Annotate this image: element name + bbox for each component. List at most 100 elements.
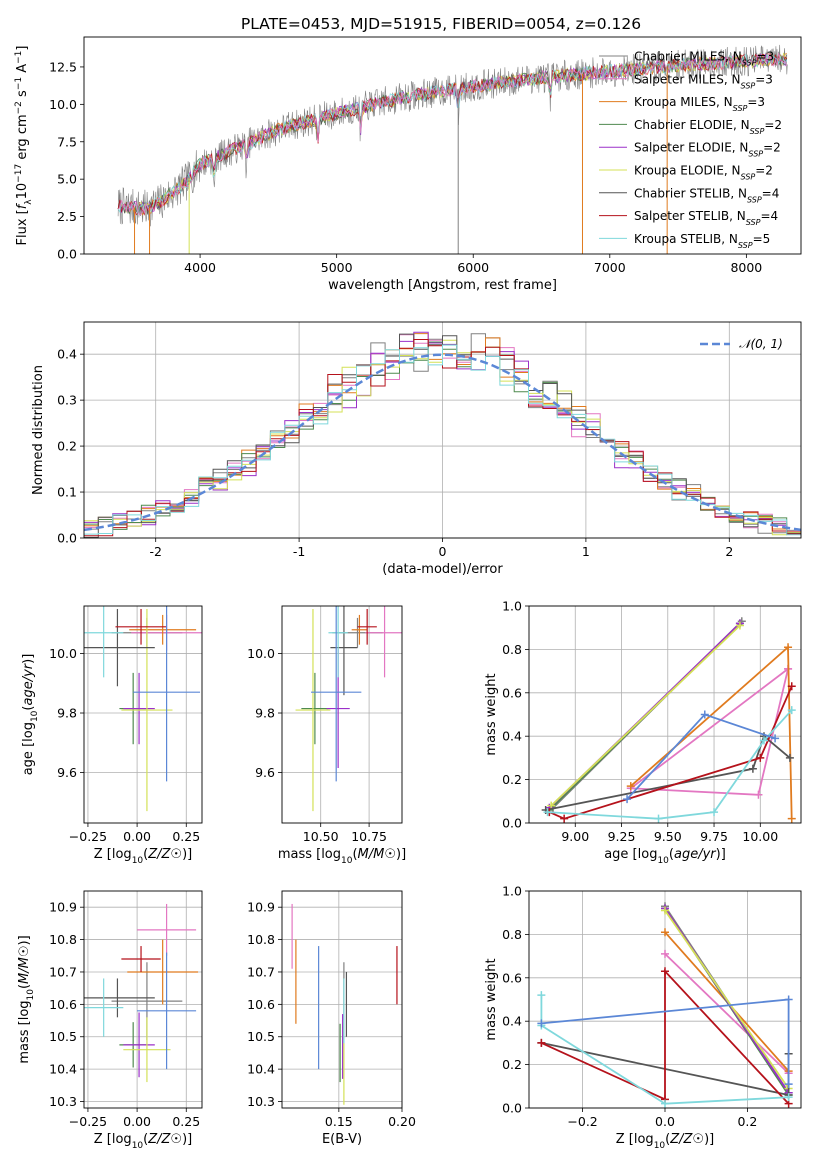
x-tick-label: 10.00: [742, 829, 778, 844]
x-tick-label: 0.00: [123, 829, 151, 844]
axes-frame: [281, 605, 403, 824]
x-tick-label: −0.25: [69, 829, 107, 844]
weight-marker: [626, 782, 635, 791]
y-tick-label: 0.2: [502, 772, 522, 787]
y-axis-label: Normed distribution: [31, 365, 46, 495]
y-tick-label: 10.3: [49, 1094, 77, 1109]
x-axis-label: Z [log10(Z/Z☉)]: [94, 1132, 192, 1151]
legend-entry: Salpeter MILES, NSSP=3: [634, 72, 773, 90]
spectrum-model-1: [117, 53, 788, 216]
x-tick-label: 0.25: [172, 1114, 200, 1129]
weight-marker: [654, 814, 663, 823]
x-tick-label: 5000: [321, 260, 353, 275]
weight-vs-Z-panel: −0.2 0.0 0.2 0.0 0.2 0.4 0.6 0.8 1.0 Z [log10(Z/Z…: [484, 884, 802, 1151]
axes-frame: [528, 605, 802, 824]
spectrum-model-7: [117, 53, 788, 216]
x-tick-label: 0.0: [655, 1114, 675, 1129]
y-tick-label: 0.6: [502, 970, 522, 985]
weight-marker: [623, 795, 632, 804]
axes-frame: [83, 321, 802, 539]
y-tick-label: 10.7: [49, 964, 77, 979]
weight-marker: [543, 808, 552, 817]
age-vs-Z-panel: −0.25 0.00 0.25 9.6 9.8 10.0 Z [log10(Z/Z☉)] ag…: [21, 605, 203, 866]
y-tick-label: 9.6: [57, 765, 77, 780]
y-tick-label: 9.8: [255, 706, 275, 721]
weight-line: [664, 953, 790, 1074]
y-tick-label: 0.1: [57, 485, 77, 500]
legend-entry: Kroupa MILES, NSSP=3: [634, 95, 765, 113]
x-tick-label: 9.75: [700, 829, 728, 844]
x-tick-label: 6000: [457, 260, 489, 275]
legend-entry: Chabrier STELIB, NSSP=4: [634, 186, 779, 204]
x-tick-label: 0.15: [325, 1114, 353, 1129]
axes-frame: [83, 36, 802, 255]
x-tick-label: 7000: [594, 260, 626, 275]
axes-frame: [528, 890, 802, 1109]
y-tick-label: 10.3: [247, 1094, 275, 1109]
legend-entry: Salpeter STELIB, NSSP=4: [634, 209, 778, 227]
histogram-6: [84, 333, 801, 538]
x-tick-label: 2: [725, 544, 733, 559]
y-tick-label: 0.4: [502, 729, 522, 744]
y-tick-label: 0.0: [57, 247, 77, 262]
x-tick-label: 0.20: [388, 1114, 416, 1129]
x-tick-label: 10.75: [351, 829, 387, 844]
weight-marker: [661, 1099, 669, 1108]
histogram-7: [84, 339, 801, 537]
weight-marker: [661, 949, 669, 958]
y-tick-label: 10.9: [247, 900, 275, 915]
spectrum-model-8: [117, 53, 788, 214]
weight-marker: [537, 991, 546, 1000]
x-tick-label: 9.50: [654, 829, 682, 844]
x-tick-label: −0.2: [567, 1114, 597, 1129]
errorbars: [295, 606, 402, 812]
weight-marker: [785, 753, 794, 762]
weight-lines: [537, 902, 793, 1108]
y-tick-label: 9.6: [255, 765, 275, 780]
weight-marker: [784, 1080, 793, 1089]
y-tick-label: 0.0: [502, 816, 522, 831]
weight-line: [664, 909, 790, 1090]
histogram-8: [84, 344, 801, 536]
weight-line: [550, 624, 741, 807]
spectrum-model-6: [117, 52, 788, 215]
histogram-traces: [84, 331, 801, 538]
weight-marker: [787, 682, 796, 691]
weight-lines: [541, 617, 796, 823]
y-tick-label: 0.0: [57, 531, 77, 546]
x-tick-label: -1: [293, 544, 305, 559]
weight-marker: [756, 753, 765, 762]
weight-marker: [560, 814, 569, 823]
x-tick-label: 4000: [184, 260, 216, 275]
y-axis-label: mass weight: [484, 673, 499, 755]
y-tick-label: 10.5: [247, 1029, 275, 1044]
y-tick-label: 0.0: [502, 1101, 522, 1116]
x-axis-label: age [log10(age/yr)]: [604, 847, 726, 866]
weight-vs-age-panel: 9.00 9.25 9.50 9.75 10.00 0.0 0.2 0.4 0.6 0.8 1.0 a…: [484, 599, 802, 866]
figure-title: PLATE=0453, MJD=51915, FIBERID=0054, z=0…: [241, 15, 641, 33]
x-tick-label: 9.25: [608, 829, 636, 844]
weight-marker: [661, 906, 669, 915]
weight-marker: [748, 764, 757, 773]
legend-entry: Kroupa ELODIE, NSSP=2: [634, 164, 773, 182]
weight-marker: [735, 621, 744, 630]
weight-line: [549, 685, 793, 820]
axes-frame: [83, 605, 203, 824]
weight-marker: [700, 710, 709, 719]
x-tick-label: 1: [582, 544, 590, 559]
weight-marker: [784, 995, 793, 1004]
legend-entry: Salpeter ELODIE, NSSP=2: [634, 141, 781, 159]
weight-marker: [771, 734, 780, 743]
axes-frame: [281, 890, 403, 1109]
weight-marker: [787, 706, 796, 715]
weight-line: [628, 668, 789, 796]
y-tick-label: 0.4: [57, 347, 77, 362]
x-axis-label: E(B-V): [322, 1132, 362, 1147]
weight-marker: [754, 790, 763, 799]
weight-marker: [537, 1038, 546, 1047]
spectrum-traces: [117, 44, 788, 254]
spectrum-panel: 4000 5000 6000 7000 8000 0.0 2.5 5.0 7.5 10.0 12.5…: [14, 36, 802, 293]
x-tick-label: 9.00: [561, 829, 589, 844]
errorbars: [291, 903, 398, 1105]
